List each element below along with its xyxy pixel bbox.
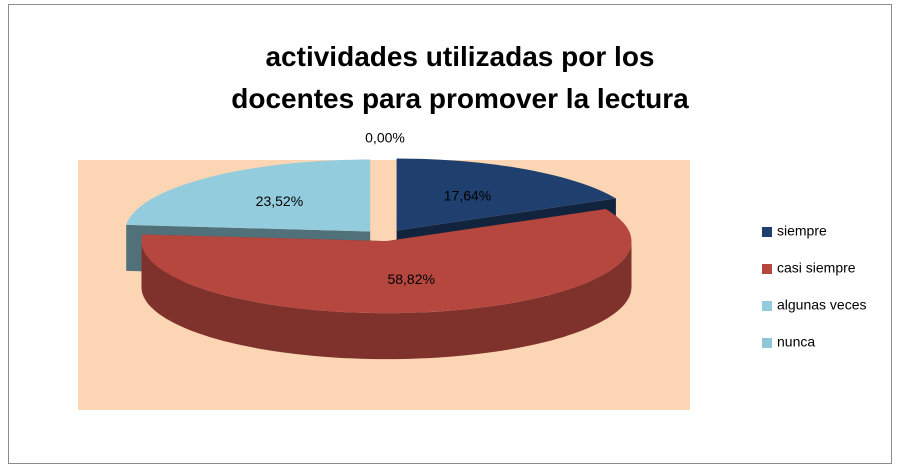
legend-label: casi siempre (777, 260, 856, 276)
pie-slice (141, 209, 632, 314)
legend-label: nunca (777, 334, 815, 350)
page: {"chart_data": {"type": "pie3d", "title"… (8, 4, 892, 464)
data-label: 17,64% (444, 188, 491, 204)
pie-slice (396, 158, 616, 231)
data-label: 23,52% (256, 193, 303, 209)
chart-title: actividades utilizadas por los docentes … (231, 41, 689, 114)
data-label: 58,82% (387, 271, 434, 287)
data-label: 0,00% (365, 130, 405, 146)
slice-wall (141, 241, 632, 360)
legend-swatch (762, 227, 772, 237)
legend-label: algunas veces (777, 297, 867, 313)
legend-swatch (762, 301, 772, 311)
legend-swatch (762, 264, 772, 274)
legend-swatch (762, 338, 772, 348)
chart: 17,64% 58,82% 23,52% 0,00% siempre casi siemp… (78, 130, 867, 410)
legend-label: siempre (777, 223, 827, 239)
pie-slice (126, 159, 371, 232)
